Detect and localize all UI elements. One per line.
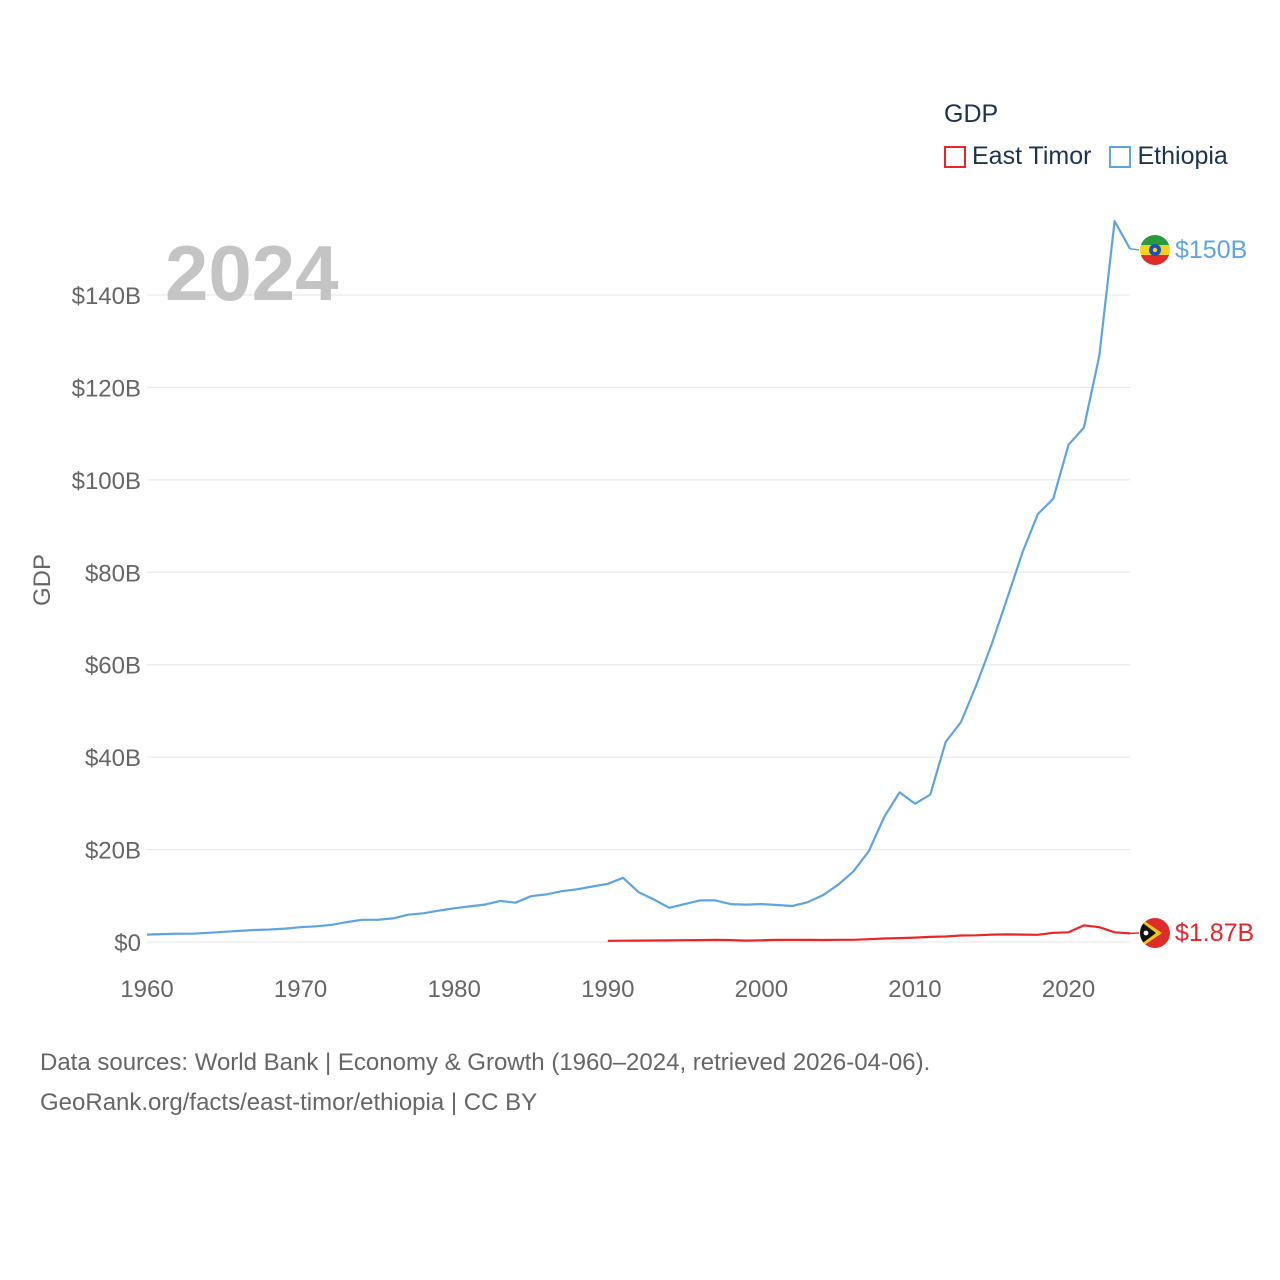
series-line-east-timor <box>607 924 1131 942</box>
y-tick-label: $120B <box>72 375 141 402</box>
x-tick-label: 2000 <box>735 976 788 1003</box>
legend-title: GDP <box>944 100 999 128</box>
ethiopia-flag-icon <box>1140 235 1170 265</box>
x-tick-label: 1970 <box>274 976 327 1003</box>
y-tick-label: $40B <box>85 745 141 772</box>
x-tick-label: 2020 <box>1042 976 1095 1003</box>
x-tick-label: 2010 <box>888 976 941 1003</box>
year-display: 2024 <box>165 229 339 317</box>
x-tick-label: 1990 <box>581 976 634 1003</box>
legend-item-ethiopia[interactable]: Ethiopia <box>1109 142 1228 171</box>
y-axis-label: GDP <box>29 554 56 606</box>
legend-swatch-east-timor <box>944 145 966 168</box>
y-tick-label: $0 <box>114 930 141 957</box>
legend-swatch-ethiopia <box>1109 145 1132 168</box>
source-line-2[interactable]: GeoRank.org/facts/east-timor/ethiopia | … <box>40 1089 538 1116</box>
end-labels: $150B $1.87B <box>1175 236 1254 947</box>
y-tick-label: $100B <box>72 468 141 495</box>
series-lines <box>146 220 1140 942</box>
end-label-ethiopia: $150B <box>1175 236 1247 264</box>
y-tick-label: $140B <box>72 283 141 310</box>
y-axis-ticks: $0 $20B $40B $60B $80B $100B $120B $140B <box>72 283 141 957</box>
x-tick-label: 1960 <box>120 976 173 1003</box>
source-note: Data sources: World Bank | Economy & Gro… <box>40 1043 930 1123</box>
end-label-east-timor: $1.87B <box>1175 919 1254 947</box>
legend-label-ethiopia: Ethiopia <box>1137 142 1228 170</box>
y-tick-label: $60B <box>85 653 141 680</box>
gridlines <box>147 294 1130 943</box>
end-connector-ethiopia <box>1129 248 1140 251</box>
series-line-ethiopia <box>146 220 1131 936</box>
y-tick-label: $20B <box>85 838 141 865</box>
legend: East Timor Ethiopia <box>944 142 1228 171</box>
y-tick-label: $80B <box>85 560 141 587</box>
x-axis-ticks: 1960 1970 1980 1990 2000 2010 2020 <box>120 976 1095 1003</box>
legend-label-east-timor: East Timor <box>972 142 1092 170</box>
x-tick-label: 1980 <box>427 976 480 1003</box>
legend-item-east-timor[interactable]: East Timor <box>944 142 1091 171</box>
source-line-1: Data sources: World Bank | Economy & Gro… <box>40 1049 931 1076</box>
east-timor-flag-icon <box>1140 918 1170 948</box>
